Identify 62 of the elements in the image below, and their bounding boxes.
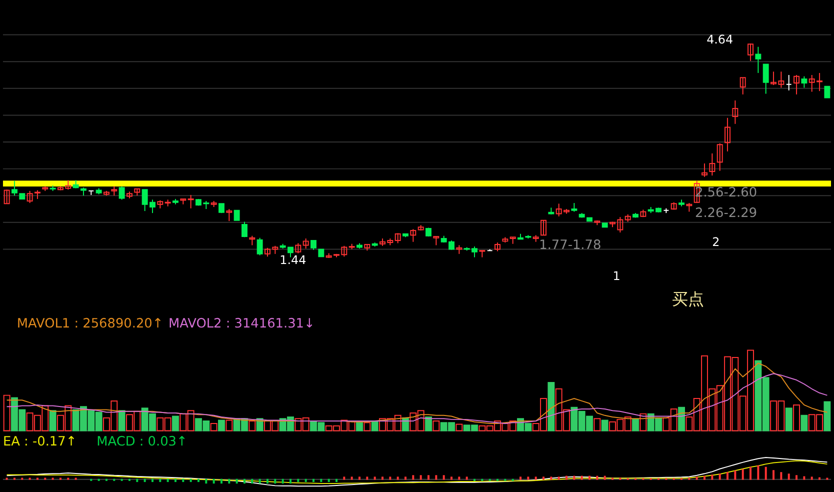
bar — [678, 406, 685, 432]
candlestick — [748, 42, 754, 62]
bar — [172, 416, 179, 432]
candlestick — [716, 142, 723, 172]
candlestick — [226, 208, 232, 222]
candlestick — [540, 220, 546, 236]
candlestick — [4, 189, 10, 204]
text: 1 — [612, 268, 620, 283]
candlestick — [234, 210, 240, 221]
candlestick — [786, 74, 792, 91]
bar — [118, 410, 126, 432]
candlestick — [740, 77, 746, 95]
candlestick — [242, 221, 248, 238]
bar — [640, 413, 647, 432]
bar — [432, 420, 440, 432]
candlestick — [410, 228, 416, 242]
series-label: EA : -0.17↑ — [2, 434, 77, 450]
bar — [49, 410, 56, 432]
candlestick — [310, 240, 316, 250]
bar — [632, 418, 639, 432]
bar — [793, 404, 800, 432]
candlestick — [188, 194, 194, 209]
bar — [226, 420, 233, 432]
bar — [785, 408, 792, 432]
bar — [371, 420, 378, 432]
candlestick — [394, 232, 401, 244]
candlestick — [118, 186, 125, 200]
annotation: 2 — [712, 235, 720, 250]
candlestick — [762, 64, 769, 94]
bar — [824, 401, 831, 432]
text: MAVOL2 : 314161.31↓ — [168, 316, 315, 332]
bar — [218, 420, 225, 432]
candlestick — [801, 76, 808, 88]
bar — [248, 420, 256, 432]
candlestick — [724, 117, 730, 152]
candlestick — [702, 162, 708, 178]
annotation: 4.64 — [706, 32, 734, 46]
bar — [425, 416, 432, 432]
text: 买点 — [672, 290, 704, 309]
annotation: 1.77-1.78 — [539, 238, 602, 254]
annotation: 1.44 — [280, 252, 306, 267]
bar — [3, 394, 10, 432]
text: MAVOL1 : 256890.20↑ — [16, 316, 164, 332]
candlestick — [302, 238, 309, 250]
candlestick — [249, 235, 256, 246]
candlestick — [256, 237, 263, 256]
candlestick — [824, 86, 830, 98]
candlestick — [732, 100, 738, 124]
bar — [364, 422, 371, 432]
bar — [210, 422, 218, 432]
bar — [800, 414, 808, 432]
bar — [548, 382, 555, 432]
candlestick — [111, 186, 118, 196]
bar — [594, 418, 601, 432]
annotation: 2.26-2.29 — [695, 206, 758, 222]
candlestick — [755, 46, 762, 74]
text: MACD : 0.03↑ — [96, 434, 188, 450]
candlestick — [295, 242, 302, 254]
bar — [456, 424, 463, 432]
candlestick — [794, 74, 800, 95]
candlestick — [709, 152, 716, 176]
bar — [601, 420, 608, 432]
